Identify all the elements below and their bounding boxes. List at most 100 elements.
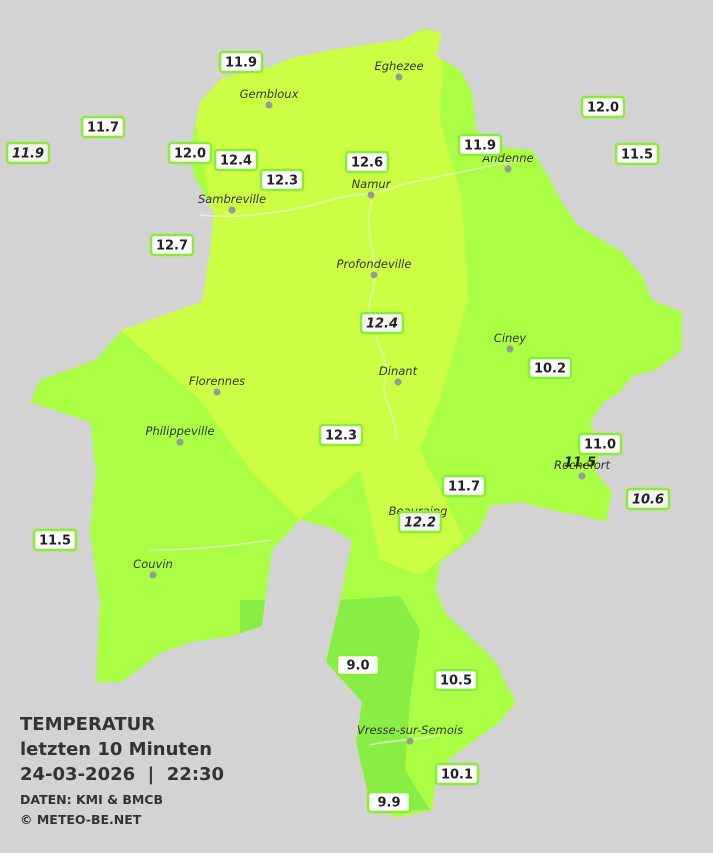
city-dot xyxy=(370,271,378,279)
reading: 12.4 xyxy=(213,148,259,172)
city-label: Couvin xyxy=(133,557,173,571)
reading-value: 12.0 xyxy=(587,101,619,116)
reading-box xyxy=(259,168,305,192)
reading-box xyxy=(80,115,126,139)
reading: 9.9 xyxy=(366,790,412,814)
reading-box xyxy=(32,528,78,552)
reading-box xyxy=(441,474,487,498)
city-label: Sambreville xyxy=(198,192,266,206)
copyright: © METEO-BE.NET xyxy=(20,812,142,827)
reading-value: 12.0 xyxy=(174,147,206,162)
reading: 11.0 xyxy=(577,432,623,456)
reading-value: 11.9 xyxy=(12,147,44,162)
reading-value: 12.4 xyxy=(220,154,252,169)
reading-value: 10.1 xyxy=(441,768,473,783)
reading-box xyxy=(434,762,480,786)
city-dot xyxy=(176,438,184,446)
reading-box xyxy=(433,668,479,692)
reading-box xyxy=(625,487,671,511)
reading: 12.3 xyxy=(318,423,364,447)
reading: 11.9 xyxy=(457,133,503,157)
city-dot xyxy=(228,206,236,214)
title: TEMPERATUR xyxy=(20,714,155,735)
reading-value: 10.5 xyxy=(440,674,472,689)
reading-value: 11.5 xyxy=(39,534,71,549)
city-dot xyxy=(395,73,403,81)
reading-value: 11.7 xyxy=(448,480,480,495)
reading-value: 9.0 xyxy=(346,659,369,674)
reading-box xyxy=(457,133,503,157)
city-label: Profondeville xyxy=(337,257,412,271)
reading: 10.2 xyxy=(527,356,573,380)
reading-box xyxy=(580,95,626,119)
reading-box xyxy=(577,432,623,456)
city-dot xyxy=(406,737,414,745)
city-label: Namur xyxy=(352,177,392,191)
reading-value: 11.0 xyxy=(584,438,616,453)
city-dot xyxy=(504,165,512,173)
reading-value: 11.5 xyxy=(564,456,596,471)
city-dot xyxy=(265,101,273,109)
city-label: Philippeville xyxy=(146,424,215,438)
city-dot xyxy=(367,191,375,199)
reading: 12.0 xyxy=(167,141,213,165)
reading-value: 11.5 xyxy=(621,148,653,163)
city-dot xyxy=(506,345,514,353)
reading-box xyxy=(149,233,195,257)
city-label: Gembloux xyxy=(240,87,299,101)
reading: 11.5 xyxy=(564,456,596,471)
reading-value: 12.2 xyxy=(404,516,436,531)
reading-value: 12.3 xyxy=(266,174,298,189)
reading: 11.5 xyxy=(614,142,660,166)
reading: 10.1 xyxy=(434,762,480,786)
city-dot xyxy=(149,571,157,579)
reading-value: 12.7 xyxy=(156,239,188,254)
city-label: Florennes xyxy=(189,374,245,388)
reading: 12.6 xyxy=(344,150,390,174)
reading-box xyxy=(359,311,405,335)
reading-value: 11.9 xyxy=(225,56,257,71)
reading: 11.7 xyxy=(441,474,487,498)
reading-box xyxy=(5,141,51,165)
reading-box xyxy=(213,148,259,172)
reading-box xyxy=(218,50,264,74)
reading-box xyxy=(366,790,412,814)
city-label: Dinant xyxy=(379,364,418,378)
reading-value: 12.4 xyxy=(366,317,398,332)
reading: 12.3 xyxy=(259,168,305,192)
city-dot xyxy=(213,388,221,396)
reading-box xyxy=(344,150,390,174)
reading-box xyxy=(614,142,660,166)
reading: 12.0 xyxy=(580,95,626,119)
reading-box xyxy=(335,653,381,677)
reading: 10.6 xyxy=(625,487,671,511)
reading: 11.5 xyxy=(32,528,78,552)
reading-value: 9.9 xyxy=(377,796,400,811)
city-label: Ciney xyxy=(494,331,527,345)
datetime: 24-03-2026 | 22:30 xyxy=(20,764,224,785)
reading-value: 11.9 xyxy=(464,139,496,154)
reading-value: 12.3 xyxy=(325,429,357,444)
reading: 11.7 xyxy=(80,115,126,139)
city-label: Eghezee xyxy=(374,59,423,73)
reading-box xyxy=(397,510,443,534)
city-dot xyxy=(394,378,402,386)
subtitle: letzten 10 Minuten xyxy=(20,739,212,760)
reading-box xyxy=(167,141,213,165)
reading-value: 10.2 xyxy=(534,362,566,377)
reading: 12.2 xyxy=(397,510,443,534)
reading-box xyxy=(318,423,364,447)
reading: 11.9 xyxy=(5,141,51,165)
reading: 12.4 xyxy=(359,311,405,335)
city-label: Vresse-sur-Semois xyxy=(357,723,463,737)
reading: 11.9 xyxy=(218,50,264,74)
reading-box xyxy=(527,356,573,380)
reading-value: 10.6 xyxy=(632,493,664,508)
reading: 9.0 xyxy=(335,653,381,677)
city-label: Rochefort xyxy=(554,458,611,472)
source: DATEN: KMI & BMCB xyxy=(20,792,163,807)
city-dot xyxy=(578,472,586,480)
reading: 10.5 xyxy=(433,668,479,692)
reading: 12.7 xyxy=(149,233,195,257)
